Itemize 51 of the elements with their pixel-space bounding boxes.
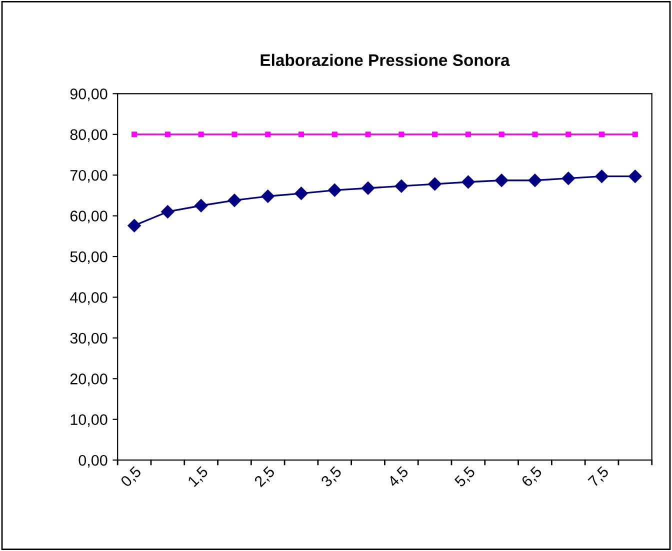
point bbox=[528, 174, 542, 187]
chart-title: Elaborazione Pressione Sonora bbox=[260, 54, 510, 66]
point bbox=[164, 132, 170, 138]
point bbox=[128, 218, 141, 232]
point bbox=[562, 172, 575, 185]
point bbox=[432, 132, 438, 138]
point bbox=[132, 132, 138, 138]
point bbox=[462, 175, 475, 189]
point bbox=[265, 132, 271, 138]
point bbox=[566, 132, 572, 138]
point bbox=[328, 184, 342, 197]
y-tick-label: 0,00 bbox=[78, 454, 108, 468]
point bbox=[261, 190, 274, 203]
point bbox=[628, 170, 642, 183]
point bbox=[632, 132, 638, 138]
point bbox=[232, 132, 238, 138]
point bbox=[161, 205, 174, 218]
point bbox=[294, 186, 308, 200]
y-tick-label: 90,00 bbox=[70, 88, 108, 102]
point bbox=[198, 132, 204, 138]
point bbox=[498, 132, 504, 138]
point bbox=[598, 132, 605, 138]
point bbox=[194, 199, 208, 212]
point bbox=[398, 132, 404, 138]
point bbox=[228, 194, 242, 207]
point bbox=[332, 132, 338, 138]
x-tick-label: 3,5 bbox=[320, 466, 344, 489]
y-tick-label: 40,00 bbox=[70, 292, 108, 305]
x-tick-label: 7,5 bbox=[588, 466, 611, 489]
x-tick-label: 0,5 bbox=[120, 466, 144, 489]
y-tick-label: 80,00 bbox=[70, 129, 108, 142]
point bbox=[428, 177, 442, 191]
x-tick-label: 5,5 bbox=[454, 466, 477, 489]
point bbox=[532, 132, 538, 138]
y-tick-label: 50,00 bbox=[70, 251, 108, 264]
point bbox=[465, 132, 471, 138]
y-tick-label: 10,00 bbox=[70, 414, 108, 427]
x-tick-label: 2,5 bbox=[254, 466, 277, 489]
y-tick-label: 30,00 bbox=[70, 332, 108, 346]
point bbox=[298, 132, 304, 138]
point bbox=[595, 170, 608, 183]
point bbox=[365, 132, 371, 138]
point bbox=[361, 182, 375, 195]
point bbox=[394, 180, 408, 193]
y-tick-label: 70,00 bbox=[70, 170, 108, 183]
x-tick-label: 6,5 bbox=[520, 466, 544, 489]
point bbox=[494, 174, 508, 187]
x-tick-label: 1,5 bbox=[187, 466, 210, 488]
x-tick-label: 4,5 bbox=[387, 466, 410, 489]
y-tick-label: 20,00 bbox=[70, 374, 108, 386]
y-tick-label: 60,00 bbox=[70, 210, 108, 224]
